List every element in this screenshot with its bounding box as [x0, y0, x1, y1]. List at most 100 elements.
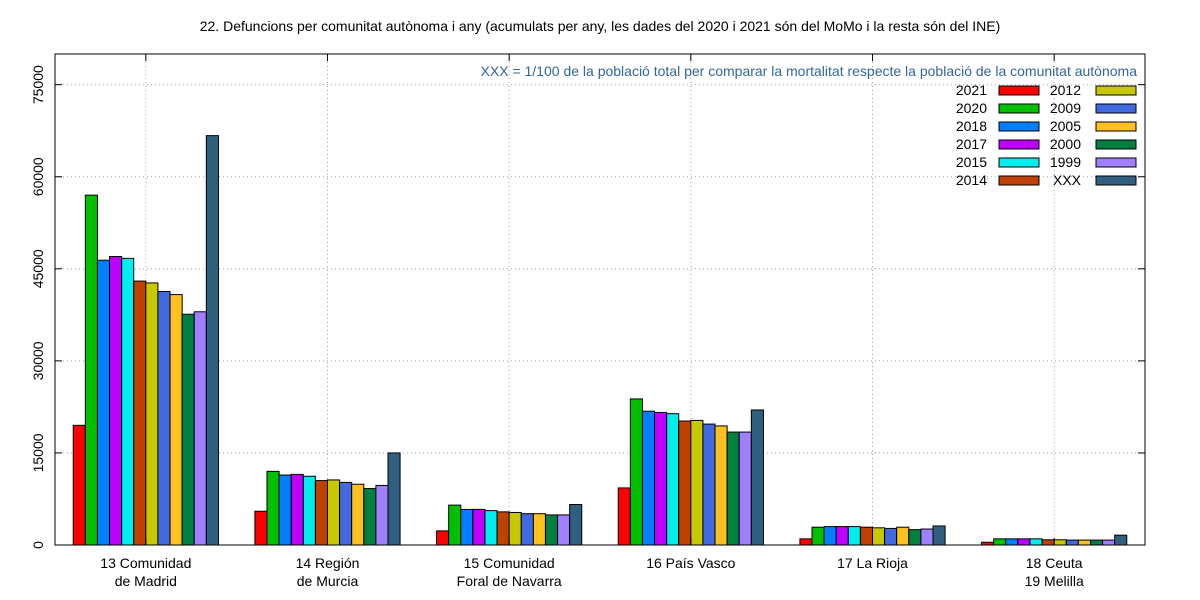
bar-2015-3	[666, 413, 680, 546]
y-tick-label: 75000	[30, 65, 46, 104]
bar-2012-2	[508, 511, 522, 546]
legend-label: 1999	[1050, 154, 1081, 170]
bar-2014-1	[314, 480, 328, 546]
legend-label: 2017	[956, 136, 987, 152]
x-tick-label: 13 Comunidad de Madrid	[100, 555, 191, 589]
bar-2005-3	[714, 425, 728, 546]
bar-2014-0	[133, 280, 147, 546]
bar-2005-1	[351, 483, 365, 546]
bar-2012-0	[145, 282, 159, 546]
chart-annotation: XXX = 1/100 de la població total per com…	[481, 63, 1138, 79]
bar-2000-2	[544, 514, 559, 546]
bar-2018-3	[641, 410, 656, 546]
plot-frame	[54, 53, 1146, 546]
legend-swatch	[998, 85, 1040, 96]
bar-2020-1	[266, 470, 280, 546]
legend-swatch	[1095, 157, 1137, 168]
bar-2018-5	[1005, 538, 1019, 546]
legend-label: XXX	[1053, 172, 1082, 188]
bar-2017-4	[835, 526, 849, 546]
bar-1999-1	[375, 484, 389, 546]
y-tick-label: 0	[30, 541, 46, 549]
bar-2000-1	[363, 488, 377, 546]
bar-2015-1	[302, 475, 316, 546]
bar-2020-4	[811, 526, 825, 546]
legend-swatch	[998, 175, 1040, 186]
bar-2018-4	[823, 526, 837, 546]
legend-label: 2020	[956, 100, 987, 116]
bar-2018-1	[278, 474, 292, 546]
bar-XXX-2	[569, 503, 583, 546]
x-tick-label: 16 País Vasco	[646, 555, 735, 571]
bar-2000-3	[726, 431, 740, 546]
bar-1999-4	[920, 528, 934, 546]
legend-swatch	[1095, 103, 1137, 114]
bar-2017-1	[290, 473, 304, 546]
x-tick-label: 14 Región de Murcia	[296, 555, 360, 589]
bar-2005-2	[532, 513, 546, 546]
bar-2012-1	[327, 479, 341, 546]
bar-XXX-5	[1114, 534, 1128, 546]
legend-swatch	[998, 103, 1040, 114]
legend-label: 2015	[956, 154, 987, 170]
bar-2005-0	[169, 294, 183, 546]
bar-1999-0	[193, 311, 207, 546]
legend-swatch	[998, 157, 1040, 168]
bar-1999-2	[557, 514, 571, 546]
bar-2018-0	[96, 259, 111, 546]
bar-2005-4	[896, 526, 910, 546]
bar-2014-5	[1041, 539, 1055, 546]
bar-1999-5	[1102, 539, 1116, 546]
bar-2014-2	[496, 511, 510, 546]
bar-2009-5	[1065, 539, 1079, 546]
bar-1999-3	[738, 431, 752, 546]
bar-2015-4	[847, 526, 861, 546]
legend-label: 2000	[1050, 136, 1081, 152]
bar-2015-2	[484, 510, 498, 546]
y-tick-label: 30000	[30, 341, 46, 380]
legend-label: 2018	[956, 118, 987, 134]
legend-label: 2021	[956, 82, 987, 98]
bar-2015-0	[121, 257, 135, 546]
x-tick-label: 17 La Rioja	[837, 555, 908, 571]
legend-swatch	[1095, 121, 1137, 132]
x-tick-label: 18 Ceuta 19 Melilla	[1025, 555, 1084, 589]
chart-title: 22. Defuncions per comunitat autònoma i …	[199, 18, 1001, 34]
y-tick-label: 60000	[30, 157, 46, 196]
legend-swatch	[998, 121, 1040, 132]
legend-label: 2014	[956, 172, 987, 188]
bar-2009-1	[339, 481, 353, 546]
bar-2020-3	[629, 398, 643, 546]
bar-2014-4	[859, 526, 874, 546]
bar-2012-5	[1053, 539, 1067, 546]
bar-2021-1	[254, 510, 268, 546]
y-tick-label: 15000	[30, 433, 46, 472]
bar-2015-5	[1029, 538, 1043, 546]
bar-2021-0	[72, 424, 86, 546]
bar-2017-5	[1017, 538, 1031, 546]
y-tick-label: 45000	[30, 249, 46, 288]
bar-XXX-0	[205, 135, 219, 546]
legend-swatch	[998, 139, 1040, 150]
bar-2017-0	[109, 256, 123, 546]
x-tick-label: 15 Comunidad Foral de Navarra	[457, 555, 562, 589]
legend-label: 2009	[1050, 100, 1081, 116]
bar-XXX-4	[932, 525, 946, 546]
bar-2020-2	[448, 504, 462, 546]
bar-2021-3	[617, 487, 631, 546]
bar-2017-2	[472, 508, 486, 546]
bar-2020-5	[993, 538, 1007, 546]
bar-2017-3	[654, 411, 668, 546]
bar-2009-3	[702, 423, 716, 546]
bar-2021-4	[799, 538, 813, 546]
bar-2005-5	[1077, 539, 1091, 546]
legend-label: 2005	[1050, 118, 1081, 134]
bar-2009-4	[884, 527, 898, 546]
bar-2020-0	[84, 194, 98, 546]
legend-swatch	[1095, 85, 1137, 96]
bar-2000-4	[908, 529, 922, 546]
bar-XXX-1	[387, 452, 401, 546]
bar-2014-3	[678, 420, 692, 546]
bar-2009-2	[520, 513, 534, 546]
